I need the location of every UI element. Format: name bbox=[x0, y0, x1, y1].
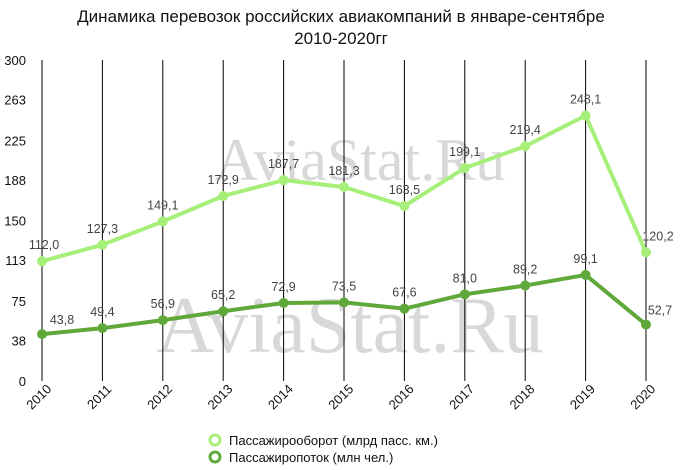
legend-label: Пассажирооборот (млрд пасс. км.) bbox=[229, 433, 438, 448]
data-point bbox=[580, 269, 591, 280]
y-tick-label: 38 bbox=[12, 333, 26, 348]
data-label: 65,2 bbox=[211, 288, 235, 302]
data-label: 72,9 bbox=[271, 280, 295, 294]
y-tick-label: 0 bbox=[19, 374, 26, 389]
data-label: 81,0 bbox=[453, 271, 477, 285]
data-label: 199,1 bbox=[449, 145, 480, 159]
data-label: 181,3 bbox=[328, 164, 359, 178]
data-point bbox=[399, 201, 410, 212]
data-point bbox=[218, 190, 229, 201]
y-axis: 0 38 75 113 150 188 225 263 300 bbox=[4, 53, 26, 389]
legend-label: Пассажиропоток (млн чел.) bbox=[229, 450, 393, 465]
x-tick-label: 2019 bbox=[567, 381, 598, 412]
watermark-text-upper: AviaStat.Ru bbox=[215, 127, 506, 193]
data-point bbox=[157, 315, 168, 326]
data-label: 163,5 bbox=[389, 183, 420, 197]
data-label: 219,4 bbox=[510, 123, 541, 137]
y-tick-label: 300 bbox=[4, 53, 26, 68]
x-tick-label: 2013 bbox=[204, 381, 235, 412]
data-label: 112,0 bbox=[29, 238, 59, 252]
x-tick-label: 2014 bbox=[265, 381, 296, 412]
y-tick-label: 150 bbox=[4, 214, 26, 229]
legend: Пассажирооборот (млрд пасс. км.) Пассажир… bbox=[208, 433, 438, 465]
y-tick-label: 225 bbox=[4, 133, 26, 148]
x-tick-label: 2016 bbox=[386, 381, 417, 412]
data-point bbox=[399, 303, 410, 314]
y-tick-label: 113 bbox=[5, 253, 26, 268]
data-point bbox=[37, 329, 47, 340]
data-label: 56,9 bbox=[151, 297, 175, 311]
legend-marker bbox=[208, 450, 222, 464]
data-label: 120,2 bbox=[642, 229, 673, 243]
watermark-text-lower: AviaStat.Ru bbox=[156, 282, 543, 370]
x-axis: 2010 2011 2012 2013 2014 2015 2016 2017 2018 2019… bbox=[23, 381, 658, 412]
data-point bbox=[459, 162, 470, 173]
data-point bbox=[339, 297, 349, 308]
data-point bbox=[97, 239, 108, 250]
data-point bbox=[37, 256, 47, 267]
data-label: 248,1 bbox=[570, 93, 601, 107]
data-point bbox=[641, 319, 651, 330]
y-tick-label: 263 bbox=[4, 93, 26, 108]
watermark-group: AviaStat.Ru AviaStat.Ru bbox=[156, 127, 543, 370]
data-point bbox=[218, 306, 229, 317]
x-tick-label: 2017 bbox=[446, 381, 477, 412]
data-point bbox=[97, 323, 108, 334]
series-group bbox=[37, 110, 651, 340]
x-tick-label: 2011 bbox=[84, 382, 114, 412]
data-label: 187,7 bbox=[268, 157, 299, 171]
data-label: 52,7 bbox=[648, 304, 672, 318]
data-point bbox=[580, 110, 591, 121]
chart-title: Динамика перевозок российских авиакомпан… bbox=[77, 7, 605, 48]
grid-lines bbox=[41, 60, 647, 381]
data-label: 99,1 bbox=[573, 252, 597, 266]
chart-title-line: 2010-2020гг bbox=[294, 29, 388, 48]
data-label: 67,6 bbox=[392, 286, 416, 300]
data-label: 43,8 bbox=[50, 313, 74, 327]
data-point bbox=[157, 216, 168, 227]
data-point bbox=[520, 141, 531, 152]
y-tick-label: 188 bbox=[4, 173, 26, 188]
legend-marker bbox=[208, 433, 222, 447]
data-point bbox=[278, 175, 289, 186]
data-point bbox=[641, 247, 651, 258]
y-tick-label: 75 bbox=[12, 294, 26, 309]
data-labels: 112,0 127,3 149,1 172,9 187,7 181,3 163,5 199,1… bbox=[29, 93, 674, 328]
x-tick-label: 2018 bbox=[506, 381, 537, 412]
data-point bbox=[520, 280, 531, 291]
x-tick-label: 2012 bbox=[144, 381, 175, 412]
data-label: 172,9 bbox=[208, 173, 239, 187]
data-point bbox=[339, 182, 349, 193]
data-point bbox=[278, 297, 289, 308]
data-label: 49,4 bbox=[90, 305, 114, 319]
data-label: 149,1 bbox=[147, 198, 178, 212]
data-point bbox=[459, 289, 470, 300]
x-tick-label: 2010 bbox=[23, 381, 54, 412]
data-label: 89,2 bbox=[513, 263, 537, 277]
data-label: 127,3 bbox=[87, 222, 118, 236]
data-label: 73,5 bbox=[332, 279, 356, 293]
x-tick-label: 2020 bbox=[627, 381, 658, 412]
chart-title-line: Динамика перевозок российских авиакомпан… bbox=[77, 7, 605, 26]
x-tick-label: 2015 bbox=[325, 381, 356, 412]
